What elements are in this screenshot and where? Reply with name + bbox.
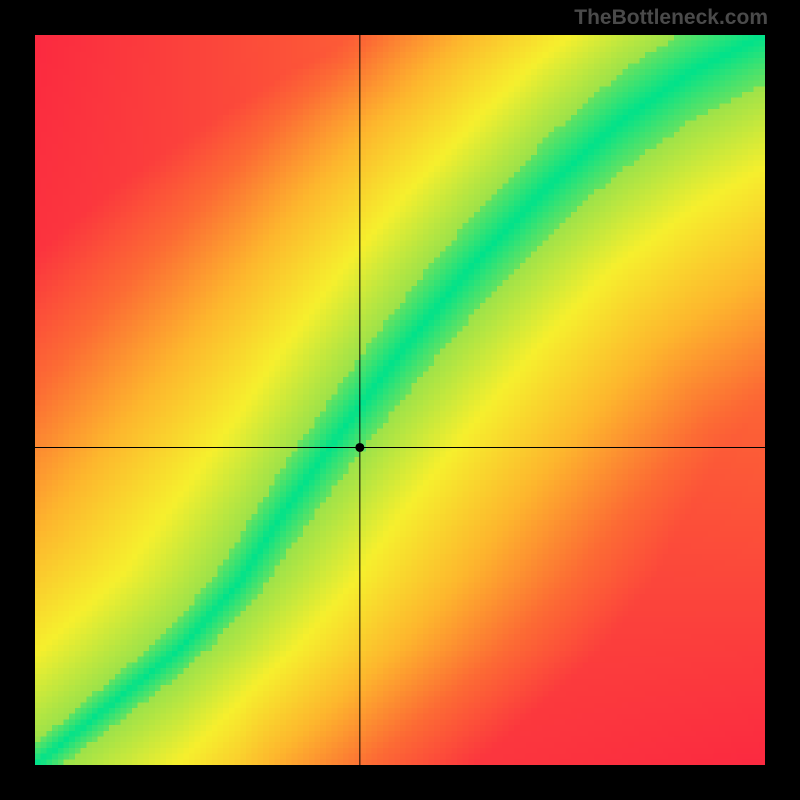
bottleneck-heatmap xyxy=(35,35,765,765)
chart-container: TheBottleneck.com xyxy=(0,0,800,800)
watermark-text: TheBottleneck.com xyxy=(574,6,768,30)
